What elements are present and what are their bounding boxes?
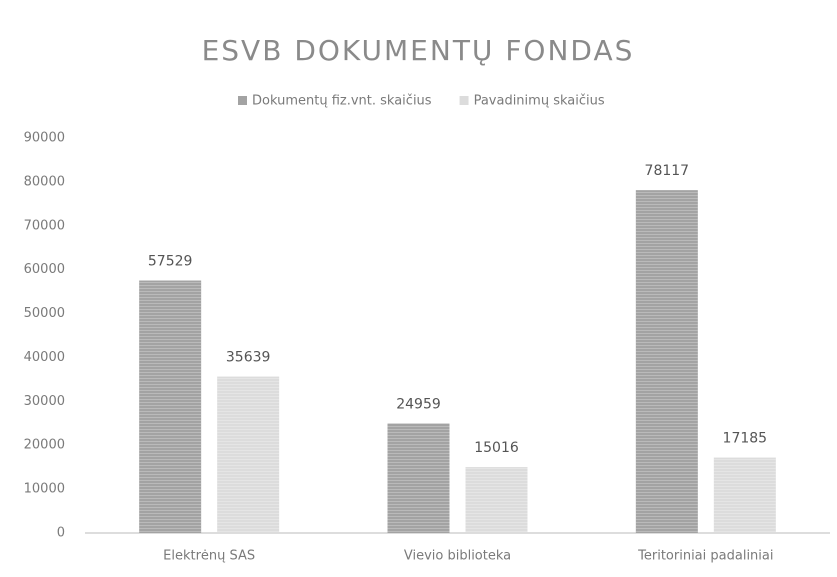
- bar-texture: [713, 457, 776, 533]
- y-tick-label: 40000: [24, 350, 65, 365]
- y-tick-label: 20000: [24, 438, 65, 453]
- y-tick-label: 60000: [24, 262, 65, 277]
- y-tick-label: 0: [57, 526, 65, 541]
- bar-texture: [387, 423, 450, 533]
- value-label: 17185: [723, 431, 768, 447]
- value-label: 78117: [645, 163, 690, 179]
- legend-label: Dokumentų fiz.vnt. skaičius: [252, 94, 432, 109]
- x-tick-label: Elektrėnų SAS: [163, 549, 255, 564]
- y-tick-label: 50000: [24, 306, 65, 321]
- legend-swatch: [459, 96, 469, 105]
- x-tick-label: Vievio biblioteka: [404, 549, 511, 564]
- chart-title: ESVB DOKUMENTŲ FONDAS: [202, 34, 635, 67]
- bar-texture: [465, 467, 528, 533]
- value-label: 15016: [474, 440, 519, 456]
- y-tick-label: 80000: [24, 174, 65, 189]
- value-label: 35639: [226, 350, 271, 366]
- bar-texture: [635, 190, 698, 533]
- bar-texture: [139, 280, 202, 533]
- legend-label: Pavadinimų skaičius: [474, 94, 605, 109]
- y-tick-label: 90000: [24, 131, 65, 146]
- value-label: 24959: [396, 396, 441, 412]
- bar-texture: [217, 376, 280, 533]
- y-tick-label: 70000: [24, 218, 65, 233]
- legend-swatch: [238, 96, 247, 105]
- y-tick-label: 10000: [24, 482, 65, 497]
- y-tick-label: 30000: [24, 394, 65, 409]
- value-label: 57529: [148, 254, 193, 270]
- x-tick-label: Teritoriniai padaliniai: [637, 549, 773, 564]
